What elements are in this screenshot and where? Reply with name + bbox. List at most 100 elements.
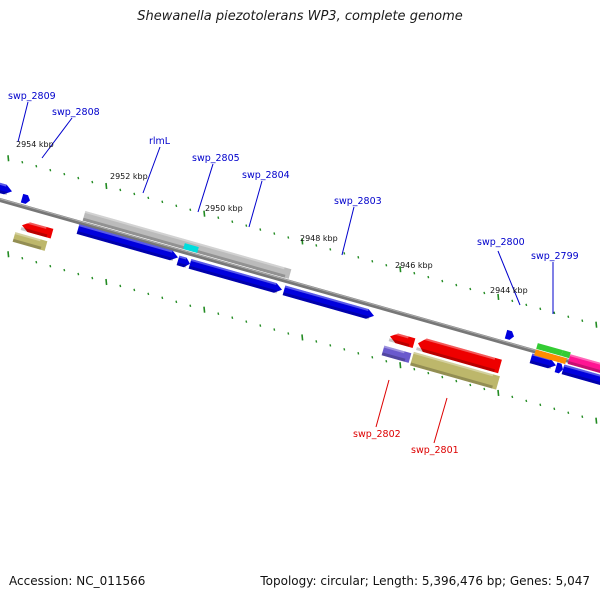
cds-swp-2800-body[interactable] bbox=[504, 329, 515, 341]
cds-swp-2808[interactable] bbox=[20, 193, 31, 205]
leader-swp-2809 bbox=[17, 101, 29, 143]
cds-swp-2803[interactable] bbox=[282, 285, 376, 321]
tick-mark bbox=[343, 348, 346, 351]
gene-track-khaki-left[interactable] bbox=[12, 232, 48, 251]
tick-mark bbox=[371, 355, 374, 359]
leader-rlml bbox=[142, 146, 161, 194]
cds-swp-2799a-body[interactable] bbox=[529, 353, 558, 370]
gene-track-cyan-body[interactable] bbox=[183, 243, 199, 253]
cds-swp-2805[interactable] bbox=[176, 255, 192, 269]
gene-track-pink-shine bbox=[569, 354, 600, 366]
cds-swp-2802-body[interactable] bbox=[389, 332, 416, 348]
gene-track-purple-body[interactable] bbox=[381, 345, 412, 363]
gene-track-khaki-left-body[interactable] bbox=[12, 232, 48, 251]
tick-mark bbox=[567, 315, 570, 319]
tick-mark bbox=[595, 417, 598, 424]
gene-label-rlml[interactable]: rlmL bbox=[149, 136, 171, 147]
inner-scale-ticks bbox=[7, 251, 598, 424]
cds-swp-2804-shine bbox=[190, 258, 277, 286]
gene-track-pink-body[interactable] bbox=[567, 354, 600, 376]
tick-mark bbox=[399, 266, 402, 273]
cds-swp-2799b-body[interactable] bbox=[554, 362, 565, 375]
gene-label-swp-2800[interactable]: swp_2800 bbox=[477, 237, 525, 248]
gene-track-purple[interactable] bbox=[381, 345, 412, 363]
cds-swp-2805-shine bbox=[178, 255, 187, 260]
gene-track-khaki-right-body[interactable] bbox=[410, 351, 500, 390]
cds-rlml-shadow bbox=[76, 230, 174, 262]
tick-mark bbox=[427, 371, 430, 375]
gene-track-orange-2-body[interactable] bbox=[559, 356, 567, 365]
scale-label-2946: 2946 kbp bbox=[395, 261, 433, 270]
tick-mark bbox=[91, 180, 94, 184]
tick-mark bbox=[413, 367, 416, 371]
tick-mark bbox=[175, 204, 178, 208]
gene-track-green-2-body[interactable] bbox=[561, 350, 571, 359]
tick-mark bbox=[511, 395, 514, 399]
gene-track-green-2[interactable] bbox=[561, 350, 571, 359]
gene-track-pink[interactable] bbox=[567, 354, 600, 376]
gene-label-swp-2805[interactable]: swp_2805 bbox=[192, 153, 240, 164]
gene-track-orange-2[interactable] bbox=[559, 356, 567, 365]
cds-swp-2799c-shadow bbox=[561, 371, 600, 387]
gene-label-swp-2801[interactable]: swp_2801 bbox=[411, 445, 459, 456]
tick-mark bbox=[567, 411, 570, 415]
cds-swp-2809[interactable] bbox=[0, 180, 13, 196]
cds-swp-2799c-body[interactable] bbox=[561, 364, 600, 388]
cds-swp-2801-body[interactable] bbox=[416, 337, 502, 374]
cds-swp-2803-body[interactable] bbox=[282, 285, 376, 321]
tick-mark bbox=[497, 293, 500, 301]
cds-swp-2808-body[interactable] bbox=[20, 193, 31, 205]
tick-mark bbox=[119, 188, 122, 192]
tick-mark bbox=[581, 415, 584, 418]
tick-mark bbox=[259, 324, 262, 327]
tick-mark bbox=[273, 328, 276, 331]
gene-track-green-body[interactable] bbox=[536, 343, 563, 356]
tick-mark bbox=[63, 172, 66, 176]
gene-label-swp-2803[interactable]: swp_2803 bbox=[334, 196, 382, 207]
gene-track-cyan[interactable] bbox=[183, 243, 199, 253]
cds-swp-2801[interactable] bbox=[416, 336, 502, 374]
tick-mark bbox=[133, 288, 136, 292]
gene-label-swp-2809[interactable]: swp_2809 bbox=[8, 91, 56, 102]
cds-left-reverse-body[interactable] bbox=[21, 220, 54, 239]
gene-label-swp-2808[interactable]: swp_2808 bbox=[52, 107, 100, 118]
cds-swp-2809-body[interactable] bbox=[0, 180, 13, 196]
cds-swp-2802[interactable] bbox=[388, 331, 416, 348]
cds-swp-2804[interactable] bbox=[188, 258, 284, 295]
cds-swp-2799b[interactable] bbox=[554, 362, 565, 375]
cds-rlml-shine bbox=[78, 224, 173, 253]
tick-mark bbox=[189, 208, 192, 212]
gene-track-orange-body[interactable] bbox=[534, 349, 561, 363]
tick-mark bbox=[301, 238, 304, 245]
tick-mark bbox=[77, 272, 80, 276]
cds-rlml[interactable] bbox=[76, 224, 180, 262]
gene-label-swp-2802[interactable]: swp_2802 bbox=[353, 429, 401, 440]
cds-rlml-body[interactable] bbox=[76, 224, 180, 262]
cds-left-reverse[interactable] bbox=[20, 220, 54, 239]
leader-swp-2801 bbox=[433, 397, 448, 444]
tick-mark bbox=[455, 379, 458, 383]
cds-swp-2800[interactable] bbox=[504, 329, 515, 341]
cds-swp-2804-body[interactable] bbox=[188, 258, 284, 295]
tick-mark bbox=[287, 332, 290, 335]
gene-label-swp-2804[interactable]: swp_2804 bbox=[242, 170, 290, 181]
backbone-line bbox=[0, 197, 600, 372]
tick-mark bbox=[539, 403, 542, 407]
cds-swp-2799c[interactable] bbox=[561, 364, 600, 388]
tick-mark bbox=[7, 251, 10, 258]
gene-track-orange[interactable] bbox=[534, 349, 561, 363]
gene-label-swp-2799[interactable]: swp_2799 bbox=[531, 251, 579, 262]
tick-mark bbox=[357, 352, 360, 355]
cds-swp-2805-body[interactable] bbox=[176, 255, 192, 269]
gene-track-gray-shine bbox=[84, 210, 285, 270]
tick-mark bbox=[63, 268, 66, 272]
tick-mark bbox=[203, 306, 206, 313]
tick-mark bbox=[441, 375, 444, 379]
gene-track-green[interactable] bbox=[536, 343, 563, 356]
tick-mark bbox=[511, 299, 514, 303]
gene-track-khaki-right[interactable] bbox=[410, 351, 500, 390]
cds-left-reverse-shadow bbox=[20, 227, 48, 238]
tick-mark bbox=[287, 236, 290, 239]
tick-mark bbox=[315, 244, 318, 247]
